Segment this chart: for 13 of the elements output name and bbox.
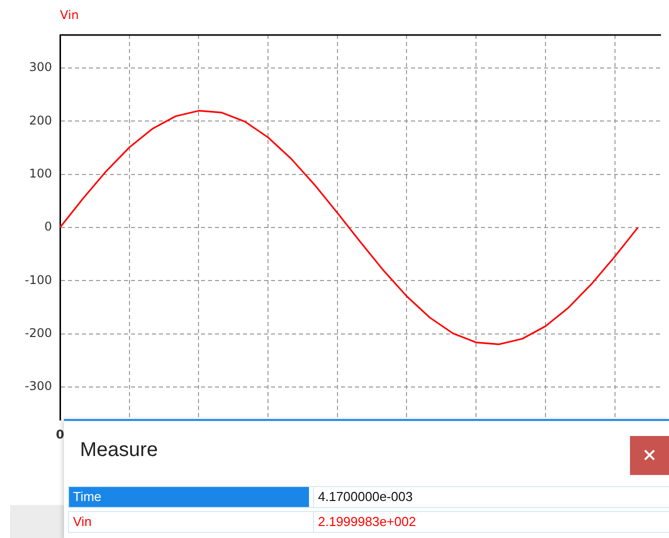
y-tick-label: -100 bbox=[24, 272, 52, 287]
text: Time bbox=[69, 487, 309, 507]
text: Vin bbox=[60, 8, 79, 22]
y-tick-label: 300 bbox=[29, 60, 52, 74]
y-tick-label: -300 bbox=[24, 379, 52, 394]
text: Measure bbox=[80, 439, 158, 462]
y-tick-label: -200 bbox=[24, 326, 52, 340]
y-tick-label: 0 bbox=[44, 220, 52, 234]
text: 4.1700000e-003 bbox=[313, 487, 669, 507]
text: 2.1999983e+002 bbox=[313, 512, 669, 532]
y-tick-label: 200 bbox=[29, 113, 52, 128]
text: Vin bbox=[73, 514, 92, 529]
y-tick-label: 100 bbox=[29, 166, 52, 180]
